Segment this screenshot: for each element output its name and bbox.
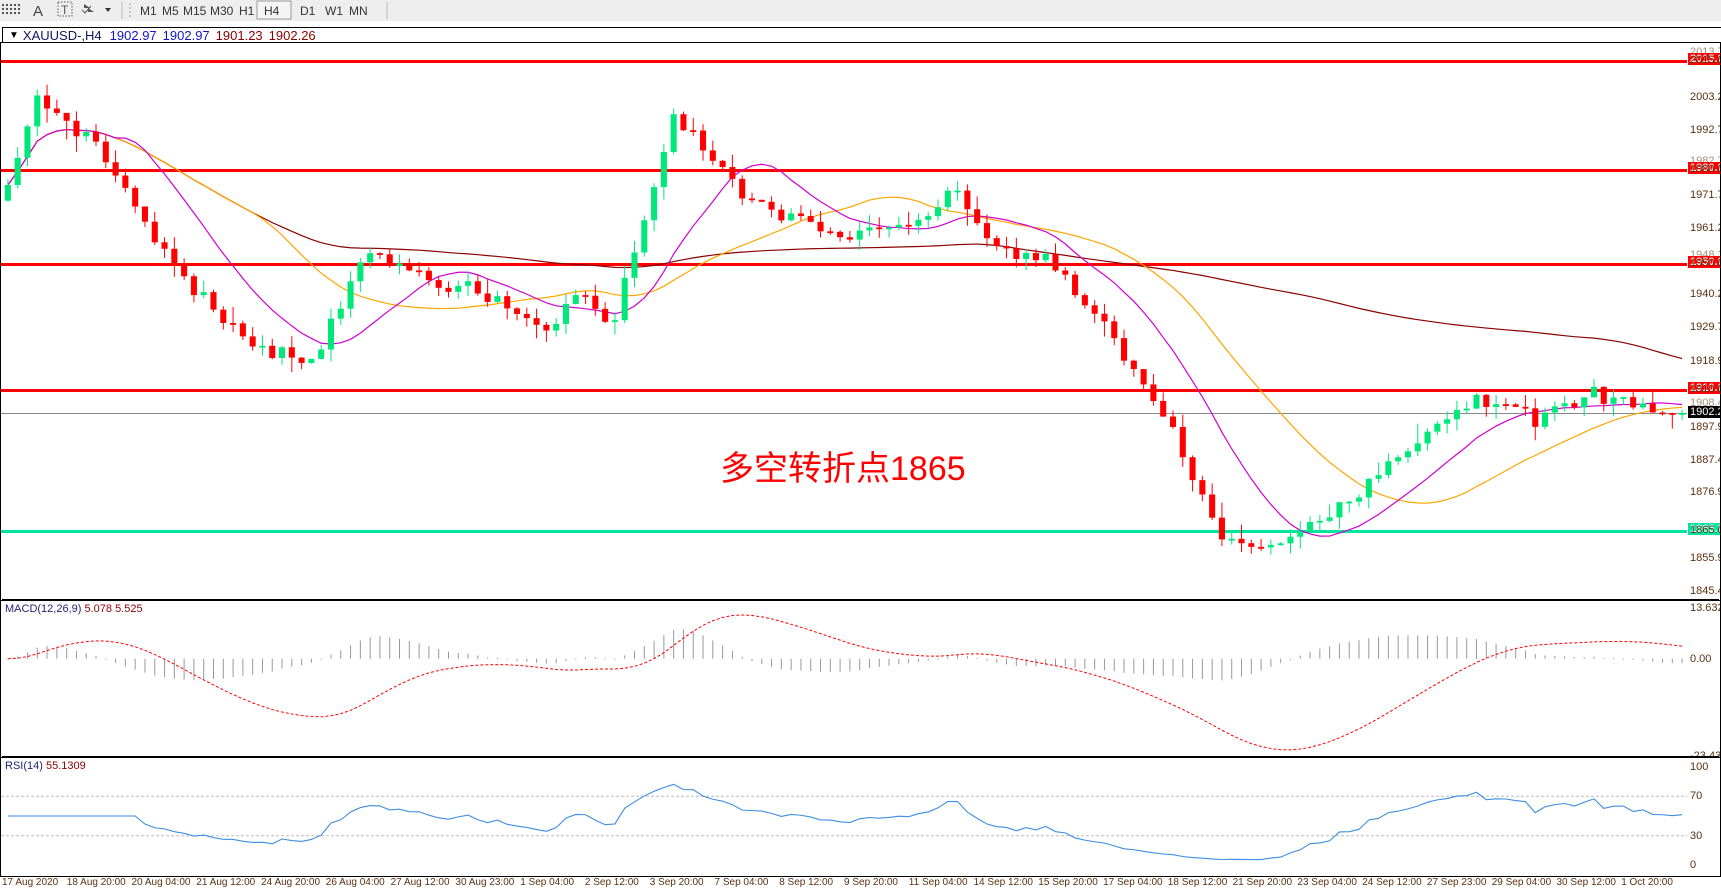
svg-text:D1: D1 [300, 4, 316, 18]
svg-text:T: T [61, 3, 69, 17]
svg-text:H4: H4 [264, 4, 280, 18]
svg-text:M1: M1 [140, 4, 157, 18]
svg-text:M15: M15 [183, 4, 207, 18]
svg-text:H1: H1 [239, 4, 255, 18]
svg-text:W1: W1 [325, 4, 343, 18]
svg-text:MN: MN [349, 4, 368, 18]
svg-text:M30: M30 [210, 4, 234, 18]
svg-text:A: A [33, 3, 43, 20]
svg-text:M5: M5 [162, 4, 179, 18]
